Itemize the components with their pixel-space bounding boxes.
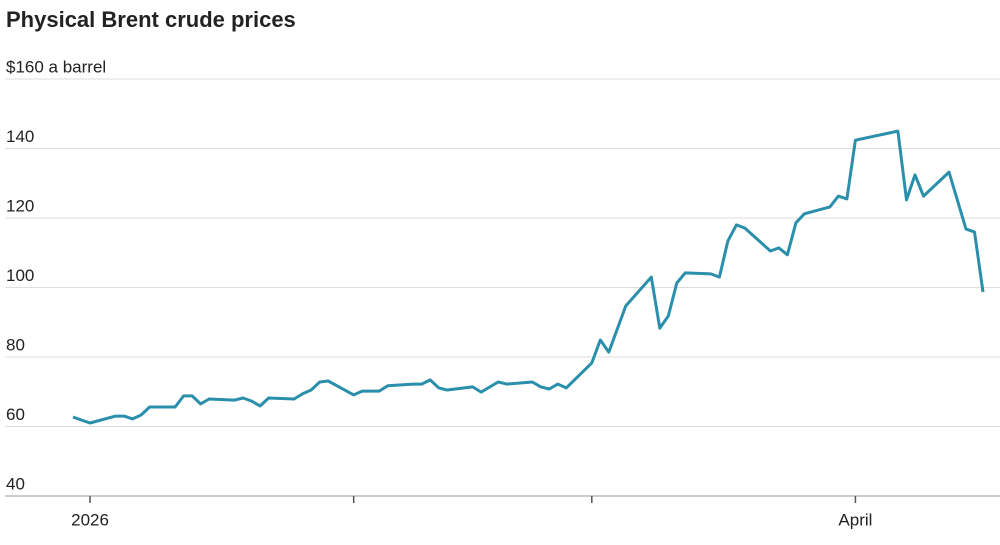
chart-title: Physical Brent crude prices — [6, 7, 296, 32]
y-tick-label: 140 — [6, 127, 34, 146]
y-tick-label: 100 — [6, 266, 34, 285]
y-tick-label: $160 a barrel — [6, 57, 106, 76]
y-tick-label: 120 — [6, 196, 34, 215]
y-tick-label: 80 — [6, 335, 25, 354]
x-tick-label: April — [838, 510, 872, 529]
price-line — [72, 129, 985, 425]
y-tick-label: 40 — [6, 474, 25, 493]
y-tick-label: 60 — [6, 405, 25, 424]
x-tick-label: 2026 — [71, 510, 109, 529]
